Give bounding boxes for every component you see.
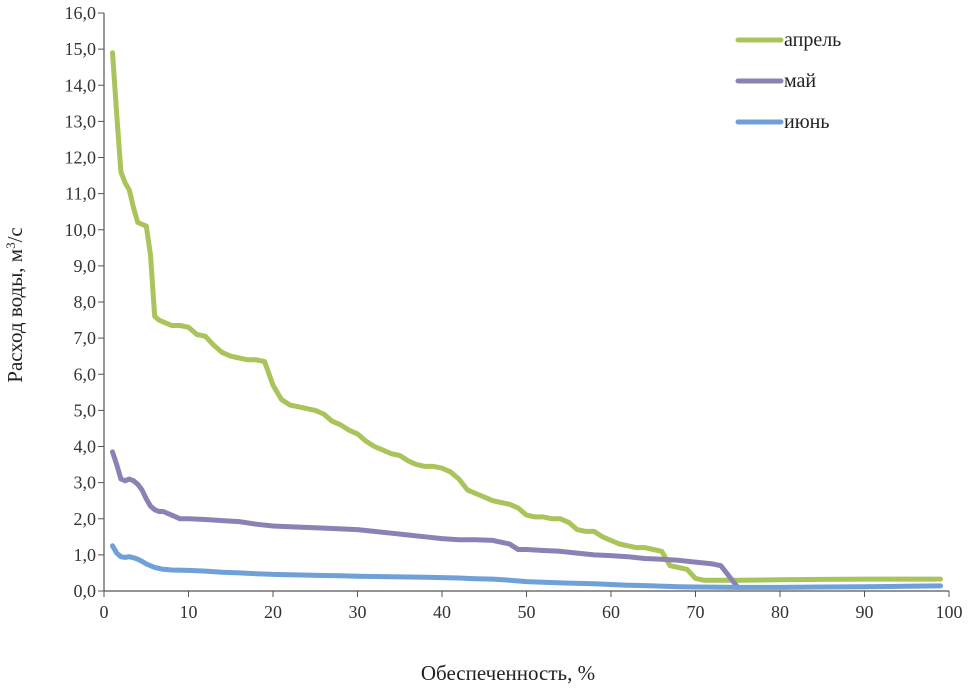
x-tick-label: 50 xyxy=(518,602,536,622)
series-line-апрель xyxy=(110,50,943,583)
y-axis-title-unit: /с xyxy=(3,227,27,242)
x-tick-label: 40 xyxy=(433,602,451,622)
x-axis-title: Обеспеченность, % xyxy=(421,661,595,685)
legend-label-май: май xyxy=(784,70,816,92)
y-tick-label: 2,0 xyxy=(74,509,97,529)
y-tick-label: 10,0 xyxy=(65,220,97,240)
y-tick-label: 12,0 xyxy=(65,148,97,168)
legend: апрель май июнь xyxy=(735,29,841,133)
x-tick-label: 0 xyxy=(100,602,109,622)
y-tick-label: 1,0 xyxy=(74,545,97,565)
y-tick-label: 3,0 xyxy=(74,473,97,493)
y-tick-label: 9,0 xyxy=(74,256,97,276)
legend-label-апрель: апрель xyxy=(784,29,841,51)
series-line-июнь xyxy=(110,543,943,590)
y-tick-label: 0,0 xyxy=(74,581,97,601)
series-line-май xyxy=(110,449,741,590)
axes xyxy=(103,13,949,592)
x-tick-label: 80 xyxy=(771,602,789,622)
y-tick-label: 8,0 xyxy=(74,292,97,312)
series-layer xyxy=(110,50,943,590)
y-axis-title: Расход воды, м3/с xyxy=(3,227,28,382)
x-tick-label: 60 xyxy=(602,602,620,622)
y-tick-label: 11,0 xyxy=(65,184,96,204)
y-tick-label: 13,0 xyxy=(65,111,97,131)
y-tick-label: 7,0 xyxy=(74,328,97,348)
y-axis-ticks: 0,0 1,0 2,0 3,0 4,0 5,0 6,0 7,0 8,0 9,0 10,0 11,0 12… xyxy=(65,3,104,601)
y-tick-label: 4,0 xyxy=(74,437,97,457)
y-tick-label: 6,0 xyxy=(74,364,97,384)
x-tick-label: 100 xyxy=(936,602,963,622)
x-tick-label: 10 xyxy=(180,602,198,622)
x-tick-label: 30 xyxy=(349,602,367,622)
y-axis-title-main: Расход воды, м xyxy=(3,249,27,383)
y-tick-label: 15,0 xyxy=(65,39,97,59)
y-tick-label: 16,0 xyxy=(65,3,97,23)
y-axis-title-superscript: 3 xyxy=(3,242,18,249)
legend-label-июнь: июнь xyxy=(784,111,829,133)
x-tick-label: 90 xyxy=(856,602,874,622)
y-tick-label: 14,0 xyxy=(65,75,97,95)
y-tick-label: 5,0 xyxy=(74,400,97,420)
x-axis-ticks: 0 10 20 30 40 50 60 70 80 90 100 xyxy=(100,591,963,622)
x-tick-label: 20 xyxy=(264,602,282,622)
x-tick-label: 70 xyxy=(687,602,705,622)
